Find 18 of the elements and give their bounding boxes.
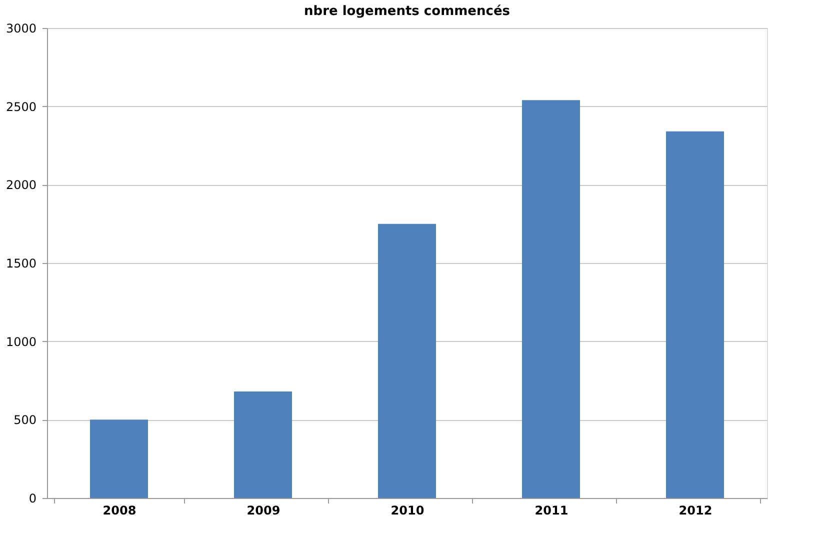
bar — [666, 131, 724, 498]
chart-title: nbre logements commencés — [304, 4, 510, 19]
x-tick-label: 2008 — [102, 504, 136, 518]
bar — [522, 100, 580, 498]
y-tick-label: 2500 — [6, 100, 36, 114]
y-tick-label: 1500 — [6, 256, 36, 270]
bar — [90, 420, 148, 498]
bar — [234, 391, 292, 498]
y-tick-label: 500 — [14, 413, 36, 428]
x-tick-label: 2010 — [390, 504, 424, 518]
bar — [378, 224, 436, 498]
y-tick-label: 3000 — [6, 22, 36, 36]
y-tick-label: 2000 — [6, 178, 36, 192]
x-tick-label: 2009 — [246, 504, 280, 518]
y-tick-label: 1000 — [6, 334, 36, 349]
y-tick-label: 0 — [28, 492, 36, 506]
x-tick-label: 2012 — [678, 504, 712, 518]
x-tick-label: 2011 — [534, 504, 568, 518]
